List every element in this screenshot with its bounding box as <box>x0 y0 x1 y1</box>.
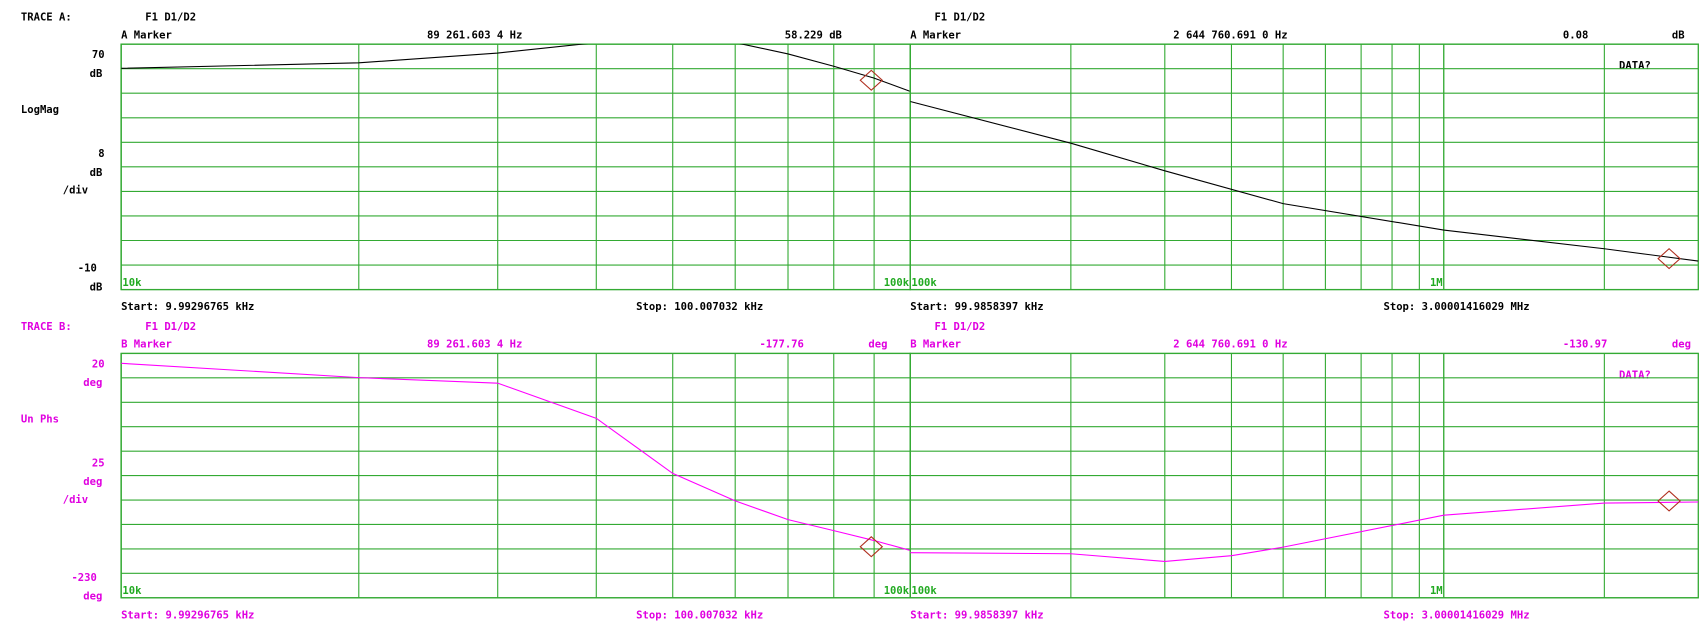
channel-title: F1 D1/D2 <box>145 12 196 24</box>
plot-frame <box>909 43 1699 291</box>
trace-line <box>910 100 1699 262</box>
x-tick-label: 100k <box>884 277 910 289</box>
plot-frame <box>909 352 1699 599</box>
marker-diamond <box>859 536 884 558</box>
marker-label: B Marker <box>121 339 172 351</box>
x-tick-label: 1M <box>1430 277 1443 289</box>
stop-freq: Stop: 3.00001416029 MHz <box>1384 609 1530 621</box>
scale-bottom: -10 <box>78 263 97 275</box>
scale-bottom: -230 <box>71 572 96 584</box>
stop-freq: Stop: 100.007032 kHz <box>636 301 763 313</box>
start-freq: Start: 99.9858397 kHz <box>910 301 1043 313</box>
marker-label: A Marker <box>121 29 172 41</box>
x-tick-label: 1M <box>1430 585 1443 597</box>
x-tick-label: 10k <box>122 277 142 289</box>
start-freq: Start: 99.9858397 kHz <box>910 609 1043 621</box>
format: Un Phs <box>21 413 59 425</box>
channel-title: F1 D1/D2 <box>934 321 985 333</box>
channel-title: F1 D1/D2 <box>145 321 196 333</box>
trace-label: TRACE B: <box>21 321 72 333</box>
per-div: 8 <box>98 148 104 160</box>
trace-line <box>121 362 911 551</box>
marker-value: 0.08 <box>1563 29 1588 41</box>
channel-title: F1 D1/D2 <box>934 12 985 24</box>
marker-unit: dB <box>1672 29 1685 41</box>
div-suffix: /div <box>63 185 88 197</box>
marker-freq: 89 261.603 4 Hz <box>427 339 522 351</box>
format: LogMag <box>21 104 59 116</box>
scale-unit: deg <box>83 377 102 389</box>
marker-diamond <box>1657 248 1681 270</box>
scale-unit: dB <box>90 167 103 179</box>
marker-unit: deg <box>1672 339 1691 351</box>
marker-value: -177.76 <box>759 339 803 351</box>
scale-unit: dB <box>90 281 103 293</box>
marker-value: 58.229 dB <box>785 29 842 41</box>
scale-unit: deg <box>83 476 102 488</box>
marker-unit: deg <box>868 339 887 351</box>
x-tick-label: 100k <box>911 585 937 597</box>
scale-unit: dB <box>90 68 103 80</box>
trace-line <box>121 44 911 92</box>
trace-label: TRACE A: <box>21 12 72 24</box>
data-prompt: DATA? <box>1619 60 1651 72</box>
trace-line <box>910 501 1699 562</box>
start-freq: Start: 9.99296765 kHz <box>121 609 254 621</box>
per-div: 25 <box>92 457 105 469</box>
x-tick-label: 10k <box>122 585 142 597</box>
scale-top: 20 <box>92 358 105 370</box>
marker-freq: 2 644 760.691 0 Hz <box>1173 339 1287 351</box>
stop-freq: Stop: 3.00001416029 MHz <box>1384 301 1530 313</box>
scale-unit: deg <box>83 591 102 603</box>
marker-freq: 2 644 760.691 0 Hz <box>1173 29 1287 41</box>
stop-freq: Stop: 100.007032 kHz <box>636 609 763 621</box>
x-tick-label: 100k <box>884 585 910 597</box>
div-suffix: /div <box>63 494 88 506</box>
marker-diamond <box>859 69 884 91</box>
x-tick-label: 100k <box>911 277 937 289</box>
marker-value: -130.97 <box>1563 339 1607 351</box>
marker-label: B Marker <box>910 339 961 351</box>
data-prompt: DATA? <box>1619 369 1651 381</box>
marker-label: A Marker <box>910 29 961 41</box>
scale-top: 70 <box>92 49 105 61</box>
start-freq: Start: 9.99296765 kHz <box>121 301 254 313</box>
marker-freq: 89 261.603 4 Hz <box>427 29 522 41</box>
marker-diamond <box>1657 490 1681 512</box>
